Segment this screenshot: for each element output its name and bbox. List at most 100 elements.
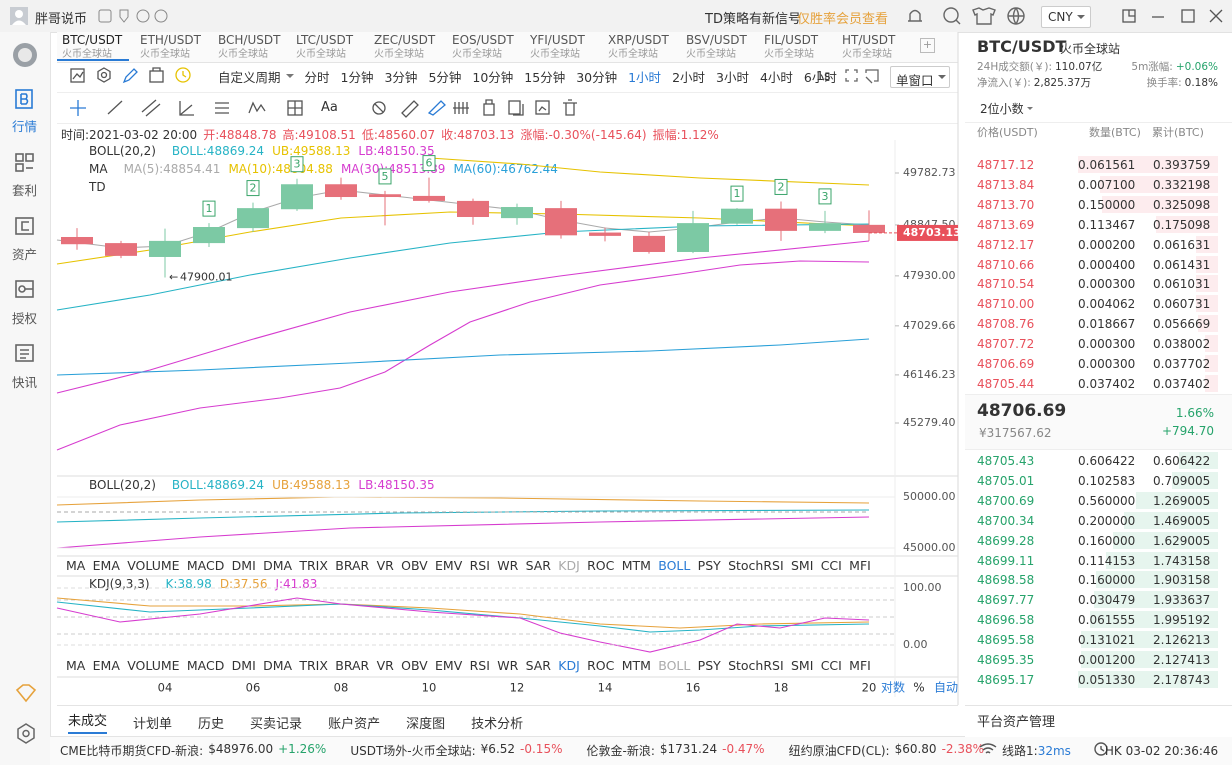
indicator-tab[interactable]: EMV <box>435 658 463 673</box>
indicator-tab[interactable]: CCI <box>820 558 842 573</box>
period[interactable]: 15分钟 <box>524 69 566 85</box>
refresh-rate[interactable]: 1s <box>816 68 831 83</box>
indicator-tab[interactable]: OBV <box>401 658 428 673</box>
indicator-tab[interactable]: ROC <box>587 558 615 573</box>
logo <box>13 43 37 67</box>
tab-pair[interactable]: ZEC/USDT <box>374 33 436 47</box>
indicator-tab[interactable]: DMA <box>263 658 293 673</box>
tab-pair[interactable]: BTC/USDT <box>62 33 123 47</box>
bottom-tab[interactable]: 历史 <box>198 716 225 732</box>
period[interactable]: 1分钟 <box>340 69 374 85</box>
tab-pair[interactable]: EOS/USDT <box>452 33 514 47</box>
footer[interactable]: 平台资产管理 <box>977 715 1056 730</box>
bottom-tab[interactable]: 计划单 <box>133 716 173 732</box>
indicator-tab[interactable]: TRIX <box>299 558 328 573</box>
period[interactable]: 30分钟 <box>576 69 618 85</box>
indicator-tab[interactable]: BOLL <box>658 558 691 573</box>
indicator-tab[interactable]: SMI <box>790 658 814 673</box>
indicator-tab[interactable]: PSY <box>697 658 721 673</box>
tab-pair[interactable]: FIL/USDT <box>764 33 819 47</box>
indicator-tab[interactable]: VOLUME <box>127 658 180 673</box>
text-tool[interactable]: Aa <box>321 100 338 115</box>
scale-mode[interactable]: 自动 <box>934 681 958 695</box>
tab-pair[interactable]: LTC/USDT <box>296 33 354 47</box>
indicator-tab[interactable]: WR <box>497 658 519 673</box>
indicator-tab[interactable]: BRAR <box>335 658 370 673</box>
indicator-tab[interactable]: VR <box>376 558 394 573</box>
sidebar-label[interactable]: 快讯 <box>12 375 38 390</box>
indicator-tab[interactable]: MFI <box>849 558 871 573</box>
tab-pair[interactable]: YFI/USDT <box>530 33 585 47</box>
scale-mode[interactable]: % <box>913 681 924 695</box>
precision[interactable]: 2位小数 <box>980 102 1024 116</box>
indicator-tab[interactable]: SMI <box>790 558 814 573</box>
indicator-tab[interactable]: EMA <box>92 558 120 573</box>
indicator-tab[interactable]: DMI <box>231 558 256 573</box>
indicator-tab[interactable]: PSY <box>697 558 721 573</box>
bottom-tab[interactable]: 买卖记录 <box>250 716 303 732</box>
indicator-tab[interactable]: MFI <box>849 658 871 673</box>
indicator-tab[interactable]: SAR <box>525 558 551 573</box>
indicator-tab[interactable]: DMA <box>263 558 293 573</box>
indicator-tab[interactable]: EMV <box>435 558 463 573</box>
signal-text[interactable]: TD策略有新信号 <box>705 12 801 27</box>
currency-select[interactable]: CNY <box>1041 6 1091 28</box>
tab-pair[interactable]: HT/USDT <box>842 33 896 47</box>
indicator-tab[interactable]: MTM <box>621 658 651 673</box>
add-tab[interactable]: + <box>920 38 935 53</box>
bottom-tab[interactable]: 深度图 <box>406 716 446 732</box>
tab-pair[interactable]: ETH/USDT <box>140 33 201 47</box>
period[interactable]: 1小时 <box>628 69 662 85</box>
indicator-tab[interactable]: MA <box>66 658 86 673</box>
sidebar-label[interactable]: 行情 <box>12 119 38 134</box>
indicator-tab[interactable]: StochRSI <box>728 658 784 673</box>
tab-pair[interactable]: XRP/USDT <box>608 33 669 47</box>
depth-bar <box>1123 511 1218 529</box>
period[interactable]: 3分钟 <box>384 69 418 85</box>
indicator-tab[interactable]: MACD <box>186 658 225 673</box>
indicator-tab[interactable]: MACD <box>186 558 225 573</box>
indicator-tab[interactable]: MA <box>66 558 86 573</box>
period[interactable]: 3小时 <box>716 69 749 85</box>
period[interactable]: 6小时 <box>803 69 837 85</box>
vip-link[interactable]: 仅胜率会员查看 <box>797 12 889 27</box>
sidebar-label[interactable]: 授权 <box>12 311 38 326</box>
indicator-tab[interactable]: VOLUME <box>127 558 180 573</box>
period[interactable]: 2小时 <box>672 69 706 85</box>
indicator-tab[interactable]: StochRSI <box>728 558 784 573</box>
indicator-tab[interactable]: SAR <box>525 658 551 673</box>
bottom-tabs: 未成交 计划单 历史 买卖记录 账户资产 深度图 技术分析 <box>68 710 523 734</box>
window-select[interactable]: 单窗口 <box>890 66 950 88</box>
bottom-tab[interactable]: 未成交 <box>68 710 108 734</box>
indicator-tab[interactable]: OBV <box>401 558 428 573</box>
indicator-tab[interactable]: TRIX <box>299 658 328 673</box>
indicator-tab[interactable]: BRAR <box>335 558 370 573</box>
bottom-tab[interactable]: 技术分析 <box>471 716 524 732</box>
indicator-tab[interactable]: WR <box>497 558 519 573</box>
indicator-tab[interactable]: ROC <box>587 658 615 673</box>
indicator-tab[interactable]: CCI <box>820 658 842 673</box>
scale-mode[interactable]: 对数 <box>881 680 905 695</box>
indicator-tab[interactable]: BOLL <box>658 658 691 673</box>
indicator-tab[interactable]: RSI <box>469 558 490 573</box>
sidebar-label[interactable]: 套利 <box>12 183 38 198</box>
period[interactable]: 自定义周期 <box>218 69 281 85</box>
tab-pair[interactable]: BCH/USDT <box>218 33 281 47</box>
period[interactable]: 4小时 <box>759 69 793 85</box>
indicator-tab[interactable]: KDJ <box>558 558 580 573</box>
sidebar-label[interactable]: 资产 <box>12 247 38 262</box>
period[interactable]: 分时 <box>304 69 330 85</box>
indicator-tab[interactable]: VR <box>376 658 394 673</box>
cumulative: 0.037402 <box>1153 376 1211 391</box>
indicator-tab[interactable]: EMA <box>92 658 120 673</box>
period[interactable]: 10分钟 <box>472 69 514 85</box>
legend-item: LB:48150.35 <box>358 478 435 492</box>
indicator-tab[interactable]: KDJ <box>558 658 580 673</box>
indicator-tab[interactable]: MTM <box>621 558 651 573</box>
bottom-tab[interactable]: 账户资产 <box>328 716 381 732</box>
tab-pair[interactable]: BSV/USDT <box>686 33 747 47</box>
indicator-tab[interactable]: DMI <box>231 658 256 673</box>
td-box <box>246 180 260 197</box>
period[interactable]: 5分钟 <box>428 69 462 85</box>
indicator-tab[interactable]: RSI <box>469 658 490 673</box>
